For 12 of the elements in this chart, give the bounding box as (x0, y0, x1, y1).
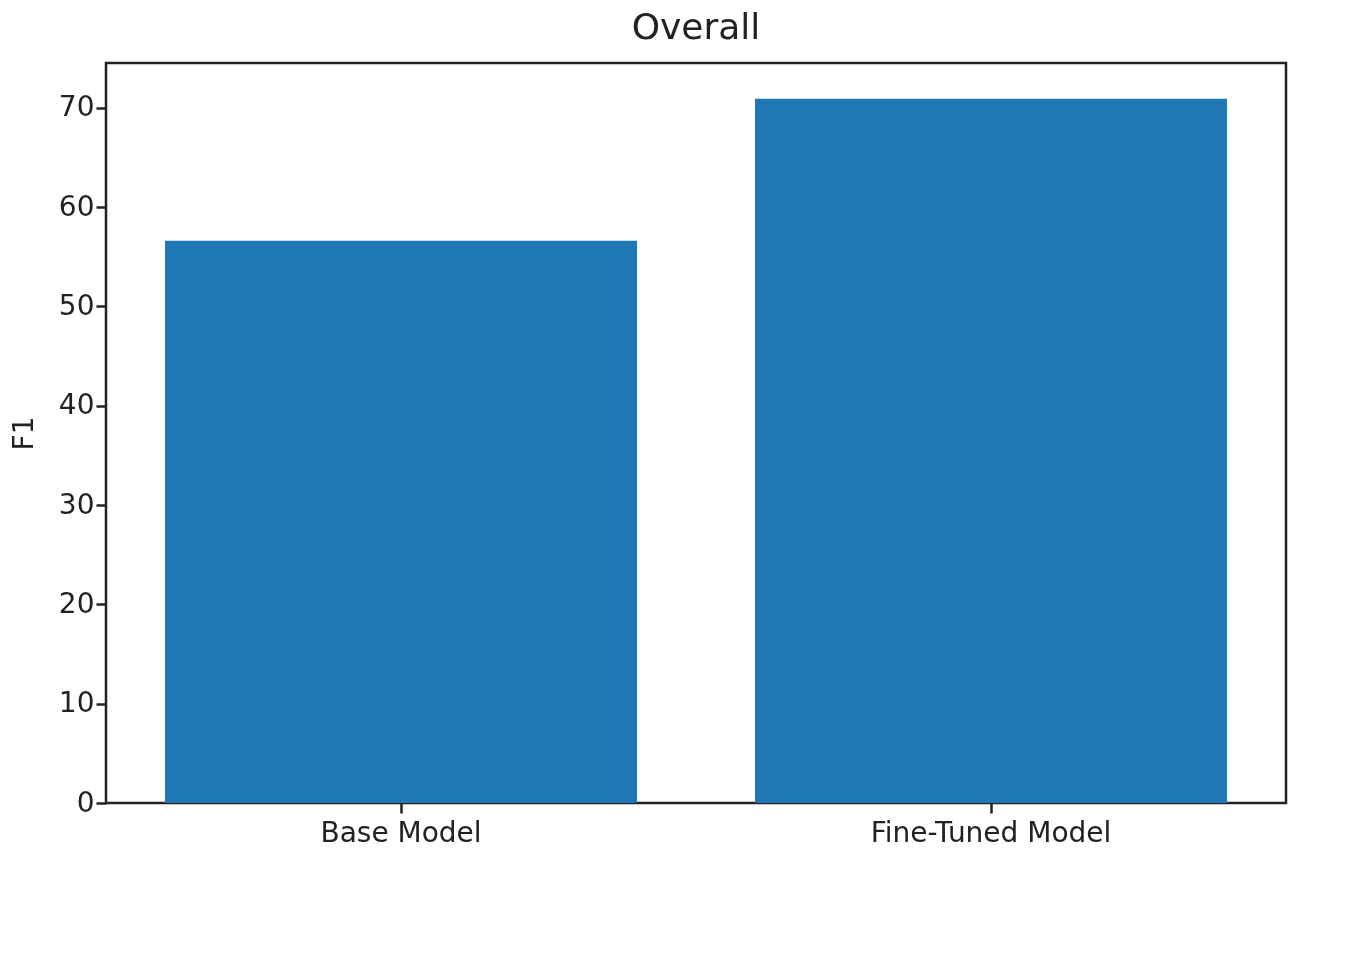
y-tick-label: 60 (58, 189, 95, 223)
y-tick-label: 10 (58, 686, 95, 720)
y-tick-label: 30 (58, 487, 95, 521)
y-tick-label: 0 (76, 785, 95, 819)
chart-title: Overall (631, 6, 761, 47)
x-tick-label: Fine-Tuned Model (870, 815, 1112, 849)
x-tick-label: Base Model (320, 815, 482, 849)
y-tick-label: 40 (58, 388, 95, 422)
y-axis-title: F1 (6, 416, 40, 451)
y-tick-label: 50 (58, 288, 95, 322)
y-tick-label: 20 (58, 586, 95, 620)
y-tick-label: 70 (58, 90, 95, 124)
